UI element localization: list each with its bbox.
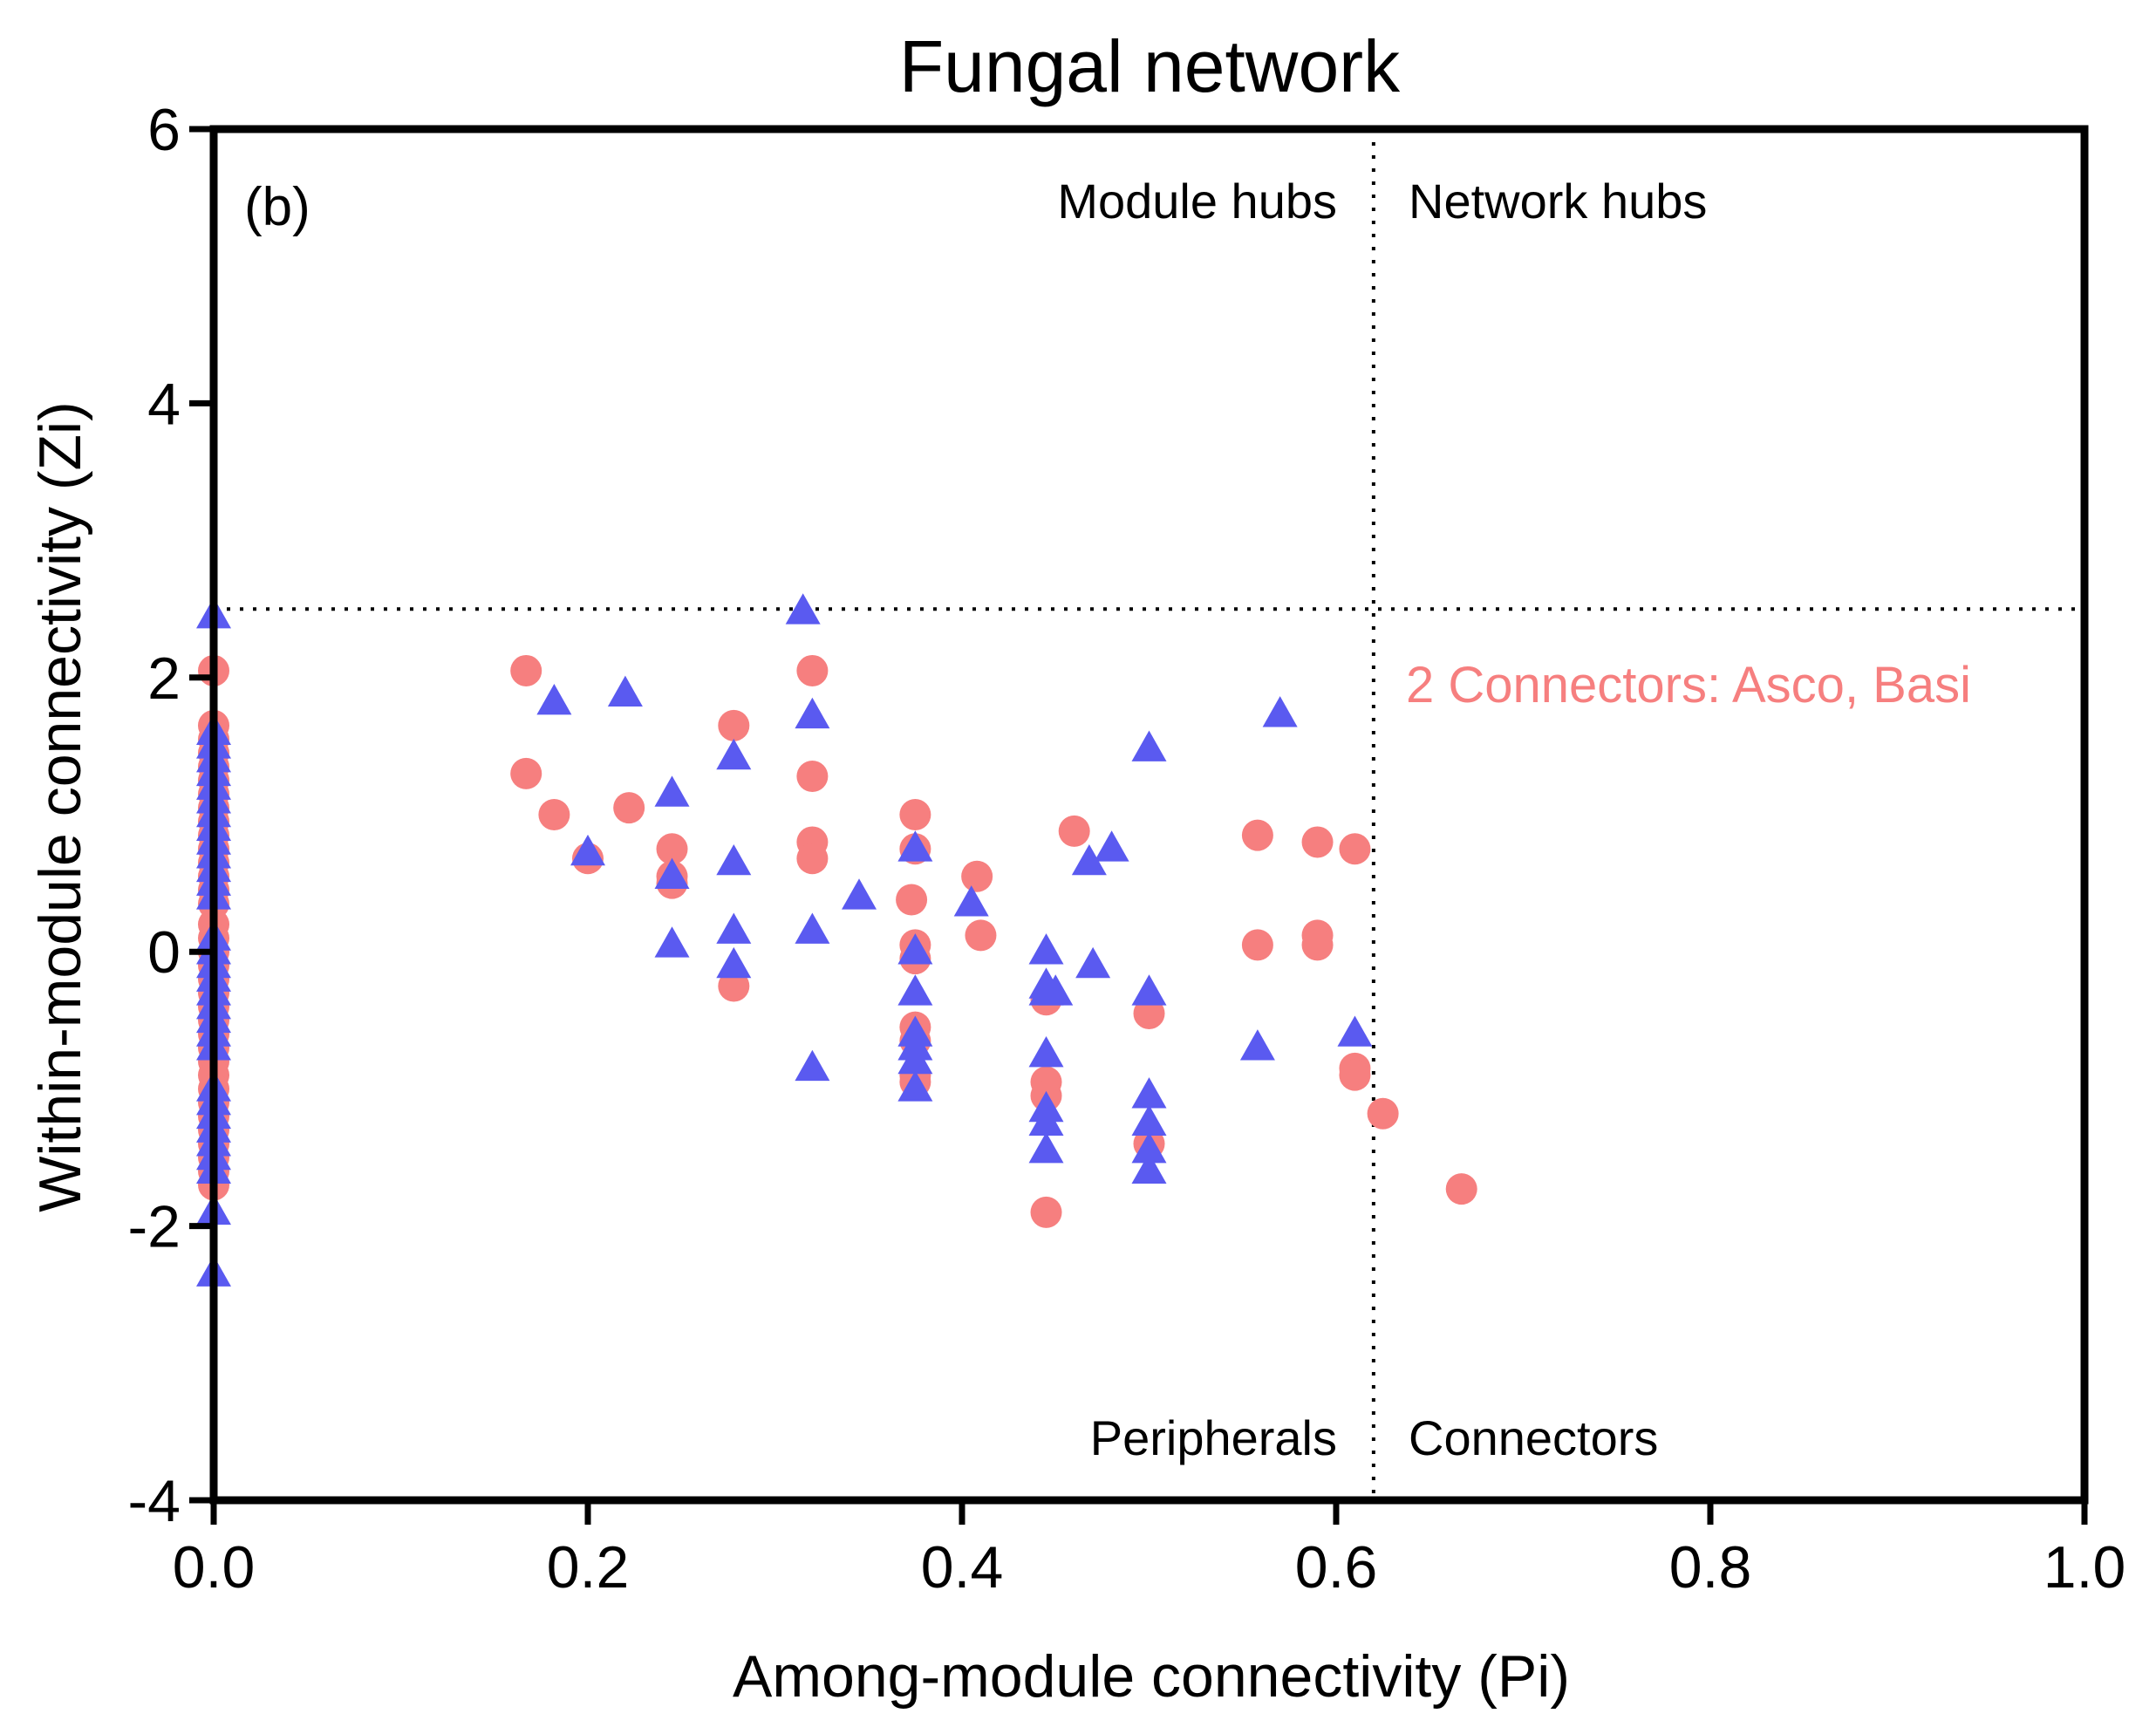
triangle-point — [1028, 1036, 1064, 1068]
triangle-point — [1262, 696, 1298, 727]
triangle-point — [716, 738, 752, 770]
circle-point — [656, 833, 688, 865]
triangle-point — [607, 675, 643, 707]
triangle-point — [1239, 1029, 1275, 1061]
triangle-point — [1071, 843, 1107, 876]
triangle-point — [897, 1042, 933, 1075]
y-tick-label: 4 — [147, 371, 181, 437]
circle-point — [1301, 929, 1334, 961]
triangle-point — [1038, 974, 1074, 1006]
circle-point — [961, 860, 993, 892]
threshold-lines — [214, 129, 2084, 1500]
circle-point — [965, 919, 997, 952]
circle-point — [1339, 833, 1371, 865]
circle-point — [1241, 929, 1273, 961]
triangle-point — [795, 1049, 830, 1082]
circle-point — [1445, 1173, 1477, 1205]
quadrant-labels: Module hubs Network hubs Peripherals Con… — [1057, 174, 1707, 1465]
triangle-point — [1131, 1132, 1167, 1164]
triangle-point — [716, 843, 752, 876]
triangle-point — [1337, 1015, 1373, 1047]
circle-point — [796, 760, 829, 792]
triangle-point — [785, 593, 821, 625]
plot-frame — [209, 125, 2089, 1505]
circle-point — [1030, 1196, 1062, 1228]
triangle-point — [570, 834, 605, 866]
chart-title: Fungal network — [899, 25, 1401, 107]
triangle-point — [1075, 946, 1111, 979]
quadrant-label-peripherals: Peripherals — [1090, 1410, 1337, 1465]
circle-point — [896, 884, 928, 916]
triangle-point — [654, 857, 690, 890]
x-tick-label: 0.6 — [1295, 1534, 1378, 1601]
quadrant-label-network-hubs: Network hubs — [1409, 174, 1707, 229]
triangle-point — [1131, 1077, 1167, 1109]
triangle-point — [1094, 830, 1129, 862]
triangle-point — [1028, 1104, 1064, 1136]
triangle-point — [795, 912, 830, 944]
ticks: 0.0 0.2 0.4 0.6 0.8 1.0 -4 -2 0 2 4 6 — [128, 97, 2126, 1601]
triangle-point — [1131, 1104, 1167, 1136]
axes — [209, 125, 2089, 1505]
triangle-point — [716, 946, 752, 979]
circle-point — [1339, 1059, 1371, 1091]
triangle-point — [897, 974, 933, 1006]
circle-point — [718, 709, 750, 741]
triangle-point — [842, 878, 877, 910]
triangle-point — [795, 697, 830, 729]
triangle-point — [716, 912, 752, 944]
circle-point — [718, 970, 750, 1002]
triangle-point — [953, 885, 989, 917]
circle-point — [538, 799, 570, 830]
triangle-point — [897, 830, 933, 862]
triangle-point — [1028, 1132, 1064, 1164]
circle-point — [510, 654, 542, 686]
triangle-point — [536, 684, 572, 715]
circle-point — [1367, 1097, 1399, 1130]
circle-point — [899, 799, 931, 830]
x-tick-label: 0.8 — [1669, 1534, 1752, 1601]
triangle-point — [897, 933, 933, 965]
circle-point — [796, 654, 829, 686]
y-tick-label: 0 — [147, 919, 181, 986]
triangle-point — [1131, 974, 1167, 1006]
circle-point — [1301, 826, 1334, 858]
y-tick-label: 6 — [147, 97, 181, 163]
connectors-annotation: 2 Connectors: Asco, Basi — [1406, 657, 1971, 713]
x-tick-label: 0.4 — [921, 1534, 1004, 1601]
x-tick-label: 1.0 — [2043, 1534, 2126, 1601]
circle-point — [1241, 819, 1273, 851]
circle-point — [1133, 997, 1165, 1029]
circle-point — [1058, 815, 1090, 847]
y-tick-label: 2 — [147, 645, 181, 712]
circle-point — [796, 843, 829, 875]
triangle-point — [1131, 1152, 1167, 1184]
y-axis-label: Within-module connectivity (Zi) — [27, 401, 93, 1212]
circle-point — [613, 792, 645, 824]
triangle-point — [1131, 730, 1167, 761]
x-axis-label: Among-module connectivity (Pi) — [733, 1643, 1570, 1710]
data-points — [196, 593, 1477, 1287]
quadrant-label-connectors: Connectors — [1409, 1410, 1658, 1465]
triangle-point — [654, 775, 690, 807]
y-tick-label: -4 — [128, 1468, 181, 1534]
x-tick-label: 0.2 — [547, 1534, 630, 1601]
circle-point — [510, 757, 542, 789]
panel-label: (b) — [244, 177, 310, 237]
triangle-point — [654, 926, 690, 958]
x-tick-label: 0.0 — [173, 1534, 256, 1601]
y-tick-label: -2 — [128, 1194, 181, 1260]
triangle-point — [897, 1070, 933, 1102]
quadrant-label-module-hubs: Module hubs — [1057, 174, 1337, 229]
triangle-point — [1028, 933, 1064, 965]
